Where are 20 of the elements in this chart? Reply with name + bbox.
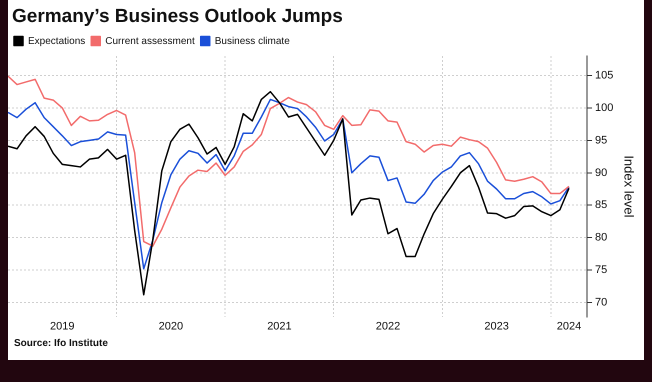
y-tick-label: 90 [595, 166, 608, 179]
x-tick-label: 2020 [158, 320, 184, 332]
y-tick-label: 75 [595, 264, 608, 276]
source-note: Source: Ifo Institute [14, 338, 108, 349]
legend-label: Current assessment [105, 36, 195, 47]
x-tick-label: 2019 [50, 320, 75, 332]
legend-label: Business climate [214, 36, 290, 47]
y-tick-label: 100 [595, 102, 614, 114]
chart-title: Germany’s Business Outlook Jumps [12, 6, 343, 28]
y-axis-title: Index level [622, 155, 637, 218]
y-tick-label: 70 [595, 296, 608, 309]
x-tick-label: 2021 [267, 320, 292, 332]
y-tick-label: 95 [595, 134, 608, 146]
x-tick-label: 2022 [376, 320, 400, 332]
y-tick-label: 85 [595, 199, 608, 212]
x-tick-label: 2024 [556, 320, 582, 332]
y-tick-label: 105 [595, 69, 614, 82]
x-tick-label: 2023 [484, 320, 509, 332]
y-tick-label: 80 [595, 232, 608, 244]
legend-label: Expectations [28, 36, 86, 47]
